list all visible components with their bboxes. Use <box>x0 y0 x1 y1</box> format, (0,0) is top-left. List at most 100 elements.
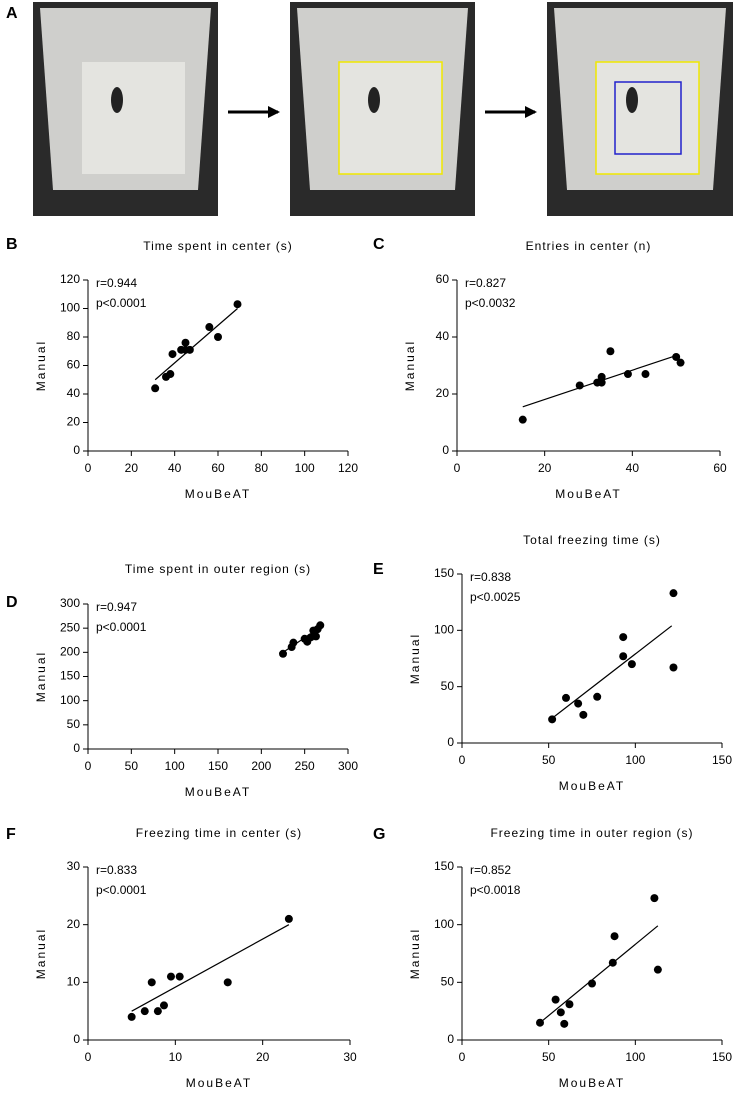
data-point <box>181 338 190 347</box>
y-tick-label: 20 <box>67 415 81 429</box>
y-tick-label: 150 <box>434 566 454 580</box>
annotation: p<0.0001 <box>96 296 147 310</box>
y-tick-label: 100 <box>434 623 454 637</box>
x-axis-label: MouBeAT <box>559 779 625 793</box>
y-tick-label: 50 <box>441 679 455 693</box>
x-axis-label: MouBeAT <box>185 785 251 799</box>
y-tick-label: 100 <box>60 301 80 315</box>
annotation: p<0.0001 <box>96 620 147 634</box>
photo <box>290 2 475 216</box>
data-point <box>619 652 628 661</box>
photo <box>33 2 218 216</box>
panel-letter: B <box>6 236 18 253</box>
trend-line <box>131 924 290 1012</box>
y-axis-label: Manual <box>408 928 422 979</box>
panel-letter: G <box>373 826 385 843</box>
data-point <box>233 300 242 309</box>
data-point <box>574 699 583 708</box>
data-point <box>575 381 584 390</box>
data-point <box>669 663 678 672</box>
x-axis-label: MouBeAT <box>186 1076 252 1090</box>
data-point <box>214 333 222 341</box>
y-tick-label: 10 <box>67 975 81 989</box>
x-axis-label: MouBeAT <box>559 1076 625 1090</box>
y-tick-label: 0 <box>447 1032 454 1046</box>
data-point <box>223 978 232 987</box>
y-tick-label: 0 <box>442 443 449 457</box>
x-tick-label: 0 <box>459 753 466 767</box>
x-tick-label: 150 <box>712 753 732 767</box>
panel-letter: D <box>6 594 18 611</box>
data-point <box>556 1008 565 1017</box>
y-tick-label: 100 <box>434 917 454 931</box>
x-tick-label: 300 <box>338 759 358 773</box>
x-tick-label: 150 <box>712 1050 732 1064</box>
x-tick-label: 0 <box>454 461 461 475</box>
x-tick-label: 20 <box>125 461 139 475</box>
x-tick-label: 20 <box>256 1050 270 1064</box>
arrow-head <box>525 106 537 118</box>
x-tick-label: 0 <box>85 1050 92 1064</box>
y-tick-label: 250 <box>60 620 80 634</box>
trend-line <box>539 925 659 1024</box>
data-point <box>316 621 325 630</box>
annotation: r=0.852 <box>470 863 511 877</box>
x-tick-label: 100 <box>165 759 185 773</box>
data-point <box>627 660 636 669</box>
data-point <box>676 358 685 367</box>
x-tick-label: 0 <box>85 461 92 475</box>
data-point <box>127 1012 136 1021</box>
x-tick-label: 250 <box>295 759 315 773</box>
y-tick-label: 120 <box>60 272 80 286</box>
data-point <box>597 372 606 381</box>
arrow-head <box>268 106 280 118</box>
data-point <box>166 370 175 379</box>
x-tick-label: 100 <box>295 461 315 475</box>
chart-title: Time spent in center (s) <box>143 239 293 253</box>
y-tick-label: 20 <box>67 917 81 931</box>
data-point <box>518 415 527 424</box>
y-tick-label: 60 <box>67 358 81 372</box>
y-tick-label: 30 <box>67 859 81 873</box>
data-point <box>669 589 678 598</box>
x-tick-label: 200 <box>251 759 271 773</box>
photo <box>547 2 733 216</box>
data-point <box>560 1019 569 1028</box>
y-tick-label: 50 <box>67 717 81 731</box>
y-tick-label: 50 <box>441 975 455 989</box>
y-tick-label: 0 <box>447 735 454 749</box>
data-point <box>175 972 184 981</box>
annotation: r=0.833 <box>96 863 137 877</box>
y-tick-label: 300 <box>60 596 80 610</box>
y-tick-label: 40 <box>67 386 81 400</box>
x-tick-label: 0 <box>459 1050 466 1064</box>
data-point <box>548 715 557 724</box>
data-point <box>593 692 602 701</box>
data-point <box>289 638 298 647</box>
y-tick-label: 200 <box>60 645 80 659</box>
x-tick-label: 100 <box>625 753 645 767</box>
y-tick-label: 20 <box>436 386 450 400</box>
data-point <box>185 345 194 354</box>
x-tick-label: 100 <box>625 1050 645 1064</box>
x-tick-label: 120 <box>338 461 358 475</box>
data-point <box>279 649 287 658</box>
data-point <box>579 710 588 719</box>
data-point <box>562 693 570 702</box>
annotation: r=0.944 <box>96 276 137 290</box>
panel-letter: E <box>373 561 384 578</box>
data-point <box>205 323 214 332</box>
data-point <box>153 1007 162 1016</box>
y-tick-label: 100 <box>60 693 80 707</box>
data-point <box>588 979 596 988</box>
annotation: p<0.0032 <box>465 296 516 310</box>
panel-letter: F <box>6 826 16 843</box>
annotation: p<0.0025 <box>470 590 521 604</box>
chart-title: Entries in center (n) <box>526 239 652 253</box>
x-axis-label: MouBeAT <box>185 487 251 501</box>
x-tick-label: 30 <box>343 1050 357 1064</box>
x-tick-label: 50 <box>542 753 556 767</box>
data-point <box>168 350 177 359</box>
data-point <box>650 894 659 903</box>
y-tick-label: 150 <box>60 669 80 683</box>
